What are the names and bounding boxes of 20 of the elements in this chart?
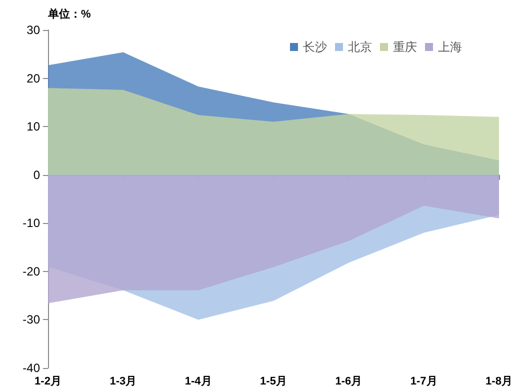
y-axis-title: 单位：% [47, 8, 91, 20]
y-tick-label: 30 [26, 23, 40, 37]
x-tick-label: 1-2月 [34, 376, 62, 388]
y-tick-label: -40 [22, 361, 40, 375]
legend-label: 重庆 [393, 40, 417, 54]
y-tick-label: 20 [26, 71, 40, 86]
legend-label: 北京 [348, 40, 372, 54]
legend-label: 上海 [438, 40, 462, 54]
x-tick-label: 1-5月 [260, 376, 287, 388]
x-tick-label: 1-3月 [110, 376, 137, 388]
legend-label: 长沙 [303, 40, 327, 54]
x-tick-label: 1-7月 [410, 376, 438, 388]
x-tick-label: 1-6月 [335, 376, 362, 388]
y-tick-label: -20 [22, 264, 40, 278]
y-tick-label: -10 [22, 216, 40, 230]
x-tick-label: 1-8月 [486, 376, 512, 388]
y-tick-label: 10 [26, 120, 40, 134]
y-tick-label: -30 [22, 312, 40, 327]
y-tick-label: 0 [33, 168, 40, 182]
x-tick-label: 1-4月 [184, 376, 212, 388]
